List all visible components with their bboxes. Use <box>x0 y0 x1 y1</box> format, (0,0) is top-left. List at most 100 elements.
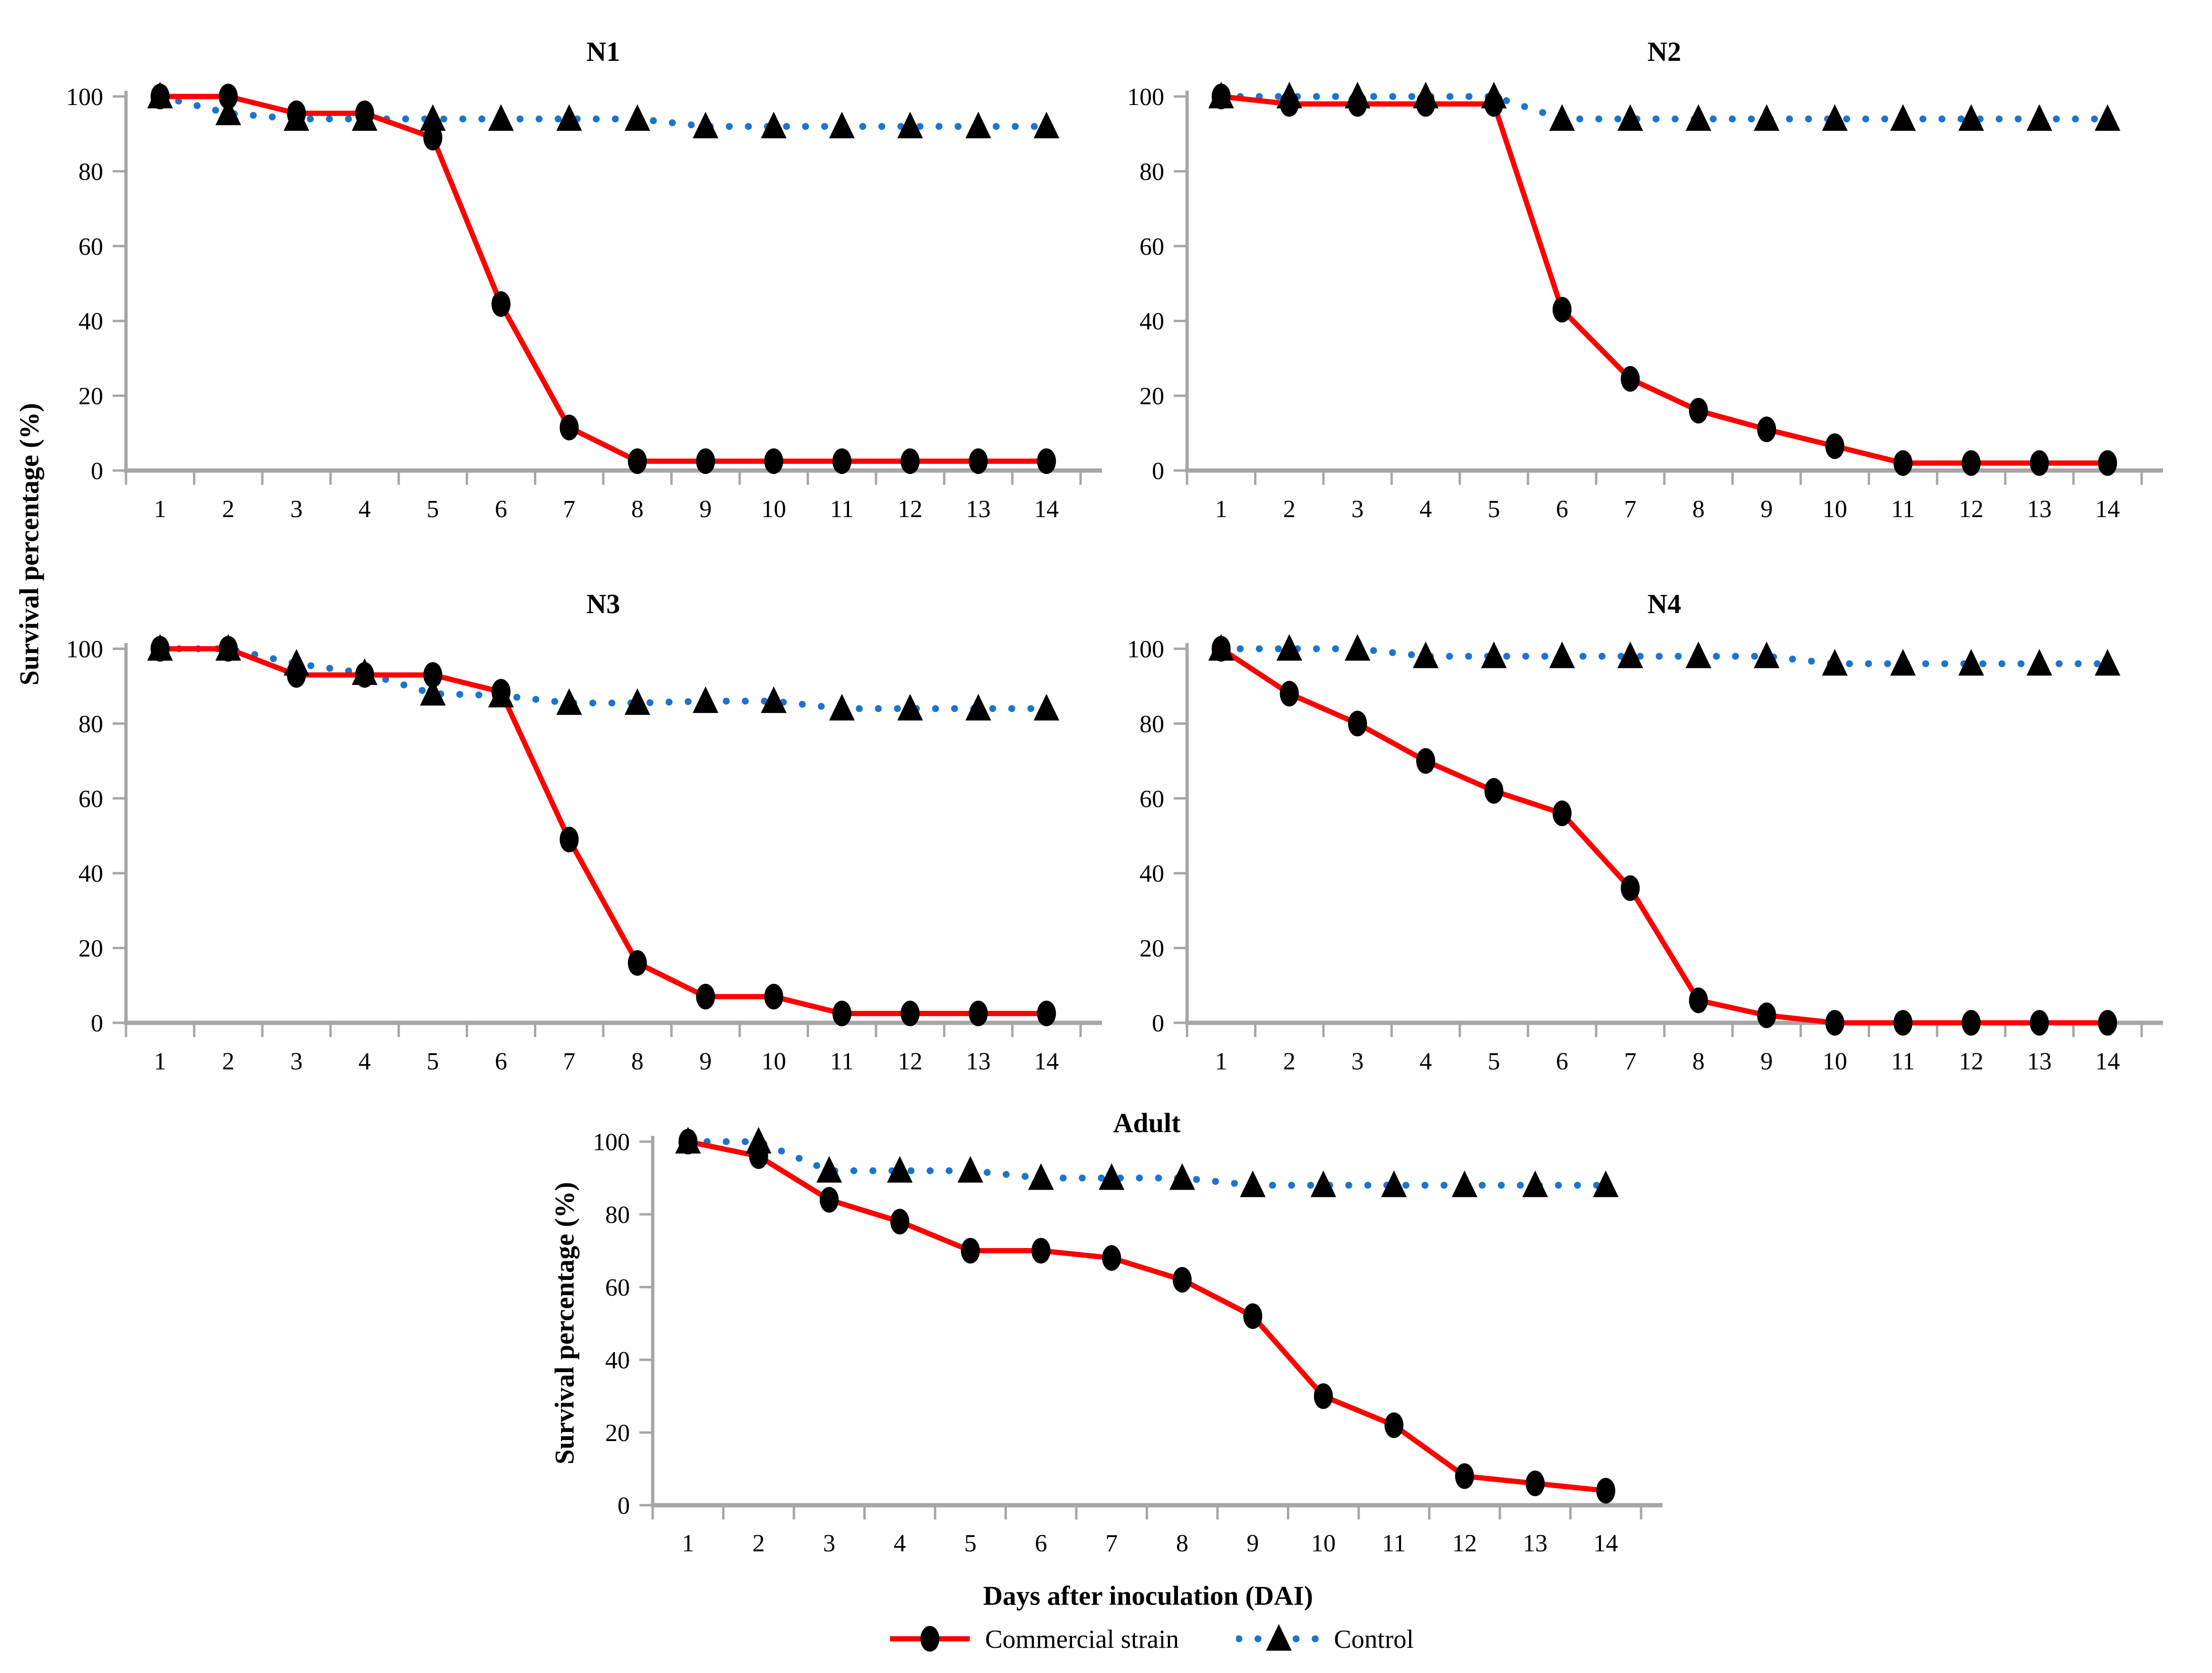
svg-text:8: 8 <box>631 1048 644 1075</box>
legend-item-control: Control <box>1236 1624 1414 1654</box>
svg-text:0: 0 <box>91 1010 103 1037</box>
svg-text:10: 10 <box>762 1048 786 1075</box>
svg-text:20: 20 <box>1140 383 1164 410</box>
svg-text:7: 7 <box>563 1048 575 1075</box>
svg-text:9: 9 <box>1246 1530 1259 1557</box>
svg-text:0: 0 <box>1152 1010 1164 1037</box>
svg-text:60: 60 <box>605 1274 630 1301</box>
svg-text:8: 8 <box>1176 1530 1188 1557</box>
svg-text:9: 9 <box>1760 1048 1773 1075</box>
svg-text:6: 6 <box>495 1048 507 1075</box>
svg-text:12: 12 <box>898 1048 922 1075</box>
svg-text:10: 10 <box>1823 1048 1847 1075</box>
svg-text:0: 0 <box>618 1492 630 1519</box>
svg-text:7: 7 <box>1624 1048 1636 1075</box>
svg-text:7: 7 <box>1624 496 1636 523</box>
svg-text:100: 100 <box>1127 84 1164 111</box>
control-dotted-line-triangle-icon <box>1236 1624 1322 1651</box>
svg-text:2: 2 <box>222 496 234 523</box>
svg-text:80: 80 <box>1140 711 1164 738</box>
svg-text:1: 1 <box>154 1048 166 1075</box>
svg-text:5: 5 <box>1488 496 1500 523</box>
svg-text:11: 11 <box>1891 1048 1915 1075</box>
svg-text:12: 12 <box>1959 496 1983 523</box>
svg-text:40: 40 <box>605 1347 630 1374</box>
svg-text:4: 4 <box>894 1530 906 1557</box>
svg-text:1: 1 <box>1215 1048 1227 1075</box>
svg-text:1: 1 <box>1215 496 1227 523</box>
svg-text:2: 2 <box>1283 496 1295 523</box>
svg-text:13: 13 <box>2027 496 2052 523</box>
svg-text:40: 40 <box>1140 308 1164 335</box>
svg-text:3: 3 <box>1352 496 1364 523</box>
svg-text:8: 8 <box>1692 1048 1705 1075</box>
svg-text:2: 2 <box>222 1048 234 1075</box>
svg-text:N1: N1 <box>587 36 620 67</box>
svg-text:2: 2 <box>753 1530 765 1557</box>
svg-text:100: 100 <box>66 84 103 111</box>
svg-text:4: 4 <box>358 496 371 523</box>
svg-text:80: 80 <box>605 1202 630 1229</box>
svg-text:20: 20 <box>78 935 103 962</box>
svg-text:13: 13 <box>2027 1048 2052 1075</box>
svg-text:12: 12 <box>1452 1530 1477 1557</box>
svg-text:100: 100 <box>66 636 103 663</box>
svg-text:Adult: Adult <box>1113 1107 1181 1138</box>
svg-text:6: 6 <box>1556 496 1568 523</box>
svg-text:0: 0 <box>91 458 103 485</box>
svg-text:8: 8 <box>631 496 644 523</box>
svg-text:8: 8 <box>1692 496 1705 523</box>
svg-text:20: 20 <box>1140 935 1164 962</box>
svg-text:5: 5 <box>964 1530 976 1557</box>
svg-text:80: 80 <box>1140 158 1164 185</box>
svg-text:N3: N3 <box>587 588 620 619</box>
svg-text:4: 4 <box>358 1048 371 1075</box>
svg-text:80: 80 <box>78 158 103 185</box>
svg-text:3: 3 <box>290 1048 303 1075</box>
x-axis-label: Days after inoculation (DAI) <box>983 1581 1313 1611</box>
svg-text:9: 9 <box>699 1048 712 1075</box>
legend: Commercial strain Control <box>887 1624 1414 1654</box>
svg-text:60: 60 <box>78 786 103 813</box>
svg-text:14: 14 <box>1034 496 1059 523</box>
svg-text:4: 4 <box>1420 496 1432 523</box>
legend-label-control: Control <box>1333 1624 1414 1654</box>
svg-text:60: 60 <box>1140 786 1164 813</box>
svg-text:7: 7 <box>1105 1530 1118 1557</box>
svg-text:3: 3 <box>290 496 303 523</box>
svg-text:N2: N2 <box>1648 36 1681 67</box>
svg-text:14: 14 <box>2095 1048 2120 1075</box>
svg-text:6: 6 <box>1035 1530 1047 1557</box>
svg-text:4: 4 <box>1420 1048 1432 1075</box>
svg-text:60: 60 <box>1140 233 1164 260</box>
svg-text:10: 10 <box>1311 1530 1336 1557</box>
svg-text:11: 11 <box>830 1048 854 1075</box>
svg-text:40: 40 <box>78 860 103 887</box>
svg-text:13: 13 <box>1523 1530 1547 1557</box>
svg-text:9: 9 <box>1760 496 1773 523</box>
svg-text:5: 5 <box>426 1048 439 1075</box>
svg-text:60: 60 <box>78 233 103 260</box>
svg-text:14: 14 <box>1034 1048 1059 1075</box>
svg-text:14: 14 <box>2095 496 2120 523</box>
svg-text:2: 2 <box>1283 1048 1295 1075</box>
svg-text:11: 11 <box>830 496 854 523</box>
svg-text:3: 3 <box>823 1530 835 1557</box>
svg-text:5: 5 <box>426 496 439 523</box>
legend-item-commercial-strain: Commercial strain <box>887 1624 1179 1654</box>
svg-text:11: 11 <box>1891 496 1915 523</box>
legend-label-commercial-strain: Commercial strain <box>985 1624 1179 1654</box>
svg-text:3: 3 <box>1352 1048 1364 1075</box>
svg-text:7: 7 <box>563 496 575 523</box>
svg-text:6: 6 <box>495 496 507 523</box>
svg-text:11: 11 <box>1382 1530 1406 1557</box>
svg-text:5: 5 <box>1488 1048 1500 1075</box>
svg-text:13: 13 <box>966 1048 991 1075</box>
svg-text:N4: N4 <box>1648 588 1681 619</box>
commercial-strain-line-circle-icon <box>890 1626 970 1652</box>
svg-text:9: 9 <box>699 496 712 523</box>
svg-text:14: 14 <box>1594 1530 1618 1557</box>
